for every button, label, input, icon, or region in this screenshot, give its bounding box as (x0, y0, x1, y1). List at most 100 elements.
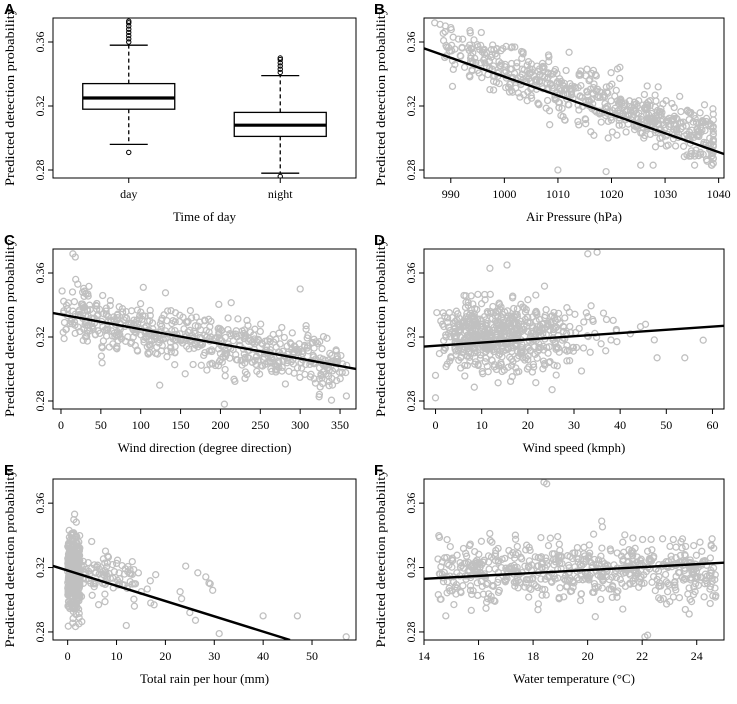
scatter-point (442, 612, 450, 620)
scatter-point (512, 320, 521, 328)
scatter-point (99, 310, 108, 318)
scatter-point (132, 329, 140, 337)
scatter-point (261, 360, 269, 368)
scatter-point (106, 296, 115, 305)
scatter-point (180, 325, 188, 333)
box-outlier (277, 173, 283, 178)
scatter-point (471, 344, 479, 352)
scatter-point (651, 91, 659, 99)
scatter-point (216, 349, 225, 358)
scatter-point (139, 283, 147, 292)
scatter-point (598, 523, 607, 531)
scatter-point (202, 573, 210, 581)
scatter-point (650, 336, 658, 344)
scatter-point (470, 36, 478, 44)
scatter-point (537, 533, 545, 542)
scatter-point (494, 575, 503, 583)
scatter-point (457, 561, 466, 570)
panel-e: 0.28 0.32 0.36 0 10 20 30 40 50 Total rain per ho… (2, 462, 357, 686)
scatter-point (542, 591, 550, 599)
scatter-point (531, 553, 539, 561)
scatter-point (548, 386, 556, 394)
scatter-point (181, 370, 189, 378)
y-tick-label: 0.28 (404, 391, 418, 412)
scatter-point (482, 48, 491, 57)
scatter-point (577, 67, 585, 75)
scatter-point (70, 510, 79, 518)
scatter-point (582, 309, 590, 317)
scatter-point (489, 41, 497, 49)
scatter-point (336, 375, 344, 383)
scatter-point (598, 557, 606, 565)
scatter-point (238, 327, 246, 335)
scatter-point (626, 579, 634, 587)
scatter-point (692, 551, 701, 559)
scatter-point (698, 558, 707, 566)
scatter-point (551, 313, 559, 322)
x-tick-label: night (268, 187, 293, 201)
scatter-point (447, 23, 455, 32)
scatter-point (274, 358, 283, 366)
scatter-point (492, 45, 501, 53)
scatter-point (523, 365, 532, 373)
scatter-point (554, 532, 562, 541)
scatter-point (474, 360, 482, 369)
scatter-point (689, 568, 698, 576)
scatter-point (700, 101, 709, 109)
box-day (82, 18, 176, 156)
scatter-point (494, 578, 502, 587)
scatter-point (128, 580, 136, 588)
scatter-point (587, 128, 595, 136)
scatter-point (668, 99, 676, 108)
scatter-point (476, 45, 484, 54)
scatter-point (514, 329, 522, 337)
scatter-point (540, 282, 549, 290)
scatter-point (648, 120, 656, 128)
scatter-point (471, 547, 479, 556)
scatter-point (294, 349, 303, 357)
scatter-point (192, 313, 200, 321)
scatter-point (568, 82, 576, 90)
scatter-point (617, 95, 625, 103)
scatter-point (544, 70, 552, 78)
scatter-point (554, 309, 563, 318)
scatter-point (525, 344, 533, 352)
scatter-point (279, 357, 287, 366)
scatter-point (469, 587, 477, 595)
scatter-point (281, 380, 290, 388)
scatter-point (625, 546, 633, 554)
scatter-point (534, 553, 542, 562)
scatter-point (544, 349, 552, 357)
scatter-point (661, 124, 669, 132)
y-axis-title: Predicted detection probability (2, 469, 17, 648)
scatter-point (533, 326, 542, 334)
scatter-point (84, 290, 92, 298)
x-tick-label: 10 (476, 418, 488, 432)
y-axis-title: Predicted detection probability (2, 7, 17, 186)
scatter-point (448, 563, 456, 571)
scatter-point (246, 328, 255, 336)
scatter-point (640, 90, 649, 99)
scatter-point (486, 85, 494, 94)
scatter-point (68, 288, 77, 296)
x-axis-title: Wind speed (kmph) (523, 440, 626, 455)
scatter-point (473, 315, 482, 323)
scatter-point (133, 346, 141, 354)
scatter-point (101, 590, 109, 598)
scatter-point (582, 72, 590, 80)
plot-marks (424, 19, 724, 176)
panel-b: 0.28 0.32 0.36 990 1000 1010 1020 1030 1040 Air P… (373, 1, 731, 224)
x-axis-title: Water temperature (°C) (513, 671, 635, 686)
scatter-point (494, 588, 503, 597)
scatter-point (443, 578, 452, 586)
scatter-point (326, 349, 334, 358)
scatter-point (215, 629, 223, 638)
scatter-point (64, 299, 73, 307)
scatter-point (477, 537, 486, 545)
scatter-point (511, 310, 520, 319)
scatter-point (97, 352, 106, 360)
scatter-point (64, 560, 73, 568)
plot-frame (52, 17, 357, 179)
scatter-point (446, 587, 454, 595)
scatter-point (583, 65, 591, 73)
